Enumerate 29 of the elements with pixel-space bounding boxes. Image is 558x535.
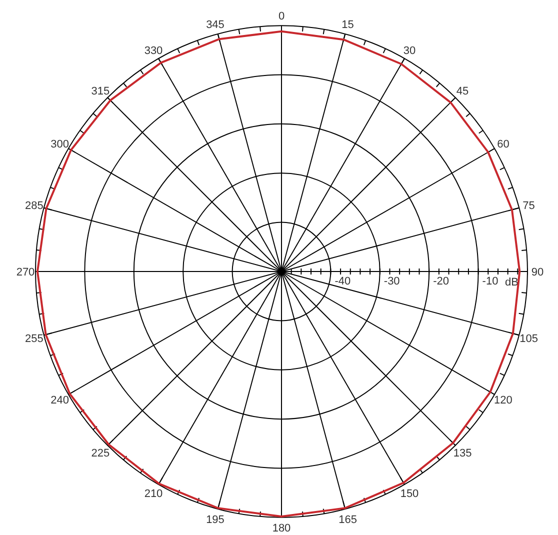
spoke-label: 60 [497,138,510,150]
spoke-label: 315 [91,85,110,98]
spoke-label: 165 [338,514,357,526]
spoke-label: 345 [206,19,224,32]
y-tick-label: -10 [482,276,498,288]
spoke-label: 120 [494,394,512,406]
y-tick-label: -30 [384,276,400,288]
spoke-label: 105 [520,332,538,345]
spoke-label: 90 [531,266,544,278]
y-tick-label: -40 [334,276,351,288]
spoke-label: 135 [453,448,472,460]
spoke-label: 15 [342,19,354,32]
spoke-label: 180 [272,522,291,534]
spoke-label: 75 [522,200,535,212]
spoke-label: 255 [25,332,44,345]
spoke-label: 300 [50,138,69,150]
y-tick-label: dB [505,276,519,288]
spoke-label: 195 [206,514,224,526]
spoke-label: 285 [25,200,44,212]
spoke-label: 330 [144,44,163,57]
spoke-label: 30 [403,44,416,57]
spoke-label: 270 [16,266,35,278]
spoke-label: 45 [456,85,469,98]
spoke-label: 0 [278,10,285,22]
y-tick-label: -20 [433,276,450,288]
spoke-label: 240 [50,394,69,406]
spoke-label: 225 [91,448,110,460]
spoke-label: 150 [400,488,419,500]
spoke-label: 210 [144,488,163,500]
